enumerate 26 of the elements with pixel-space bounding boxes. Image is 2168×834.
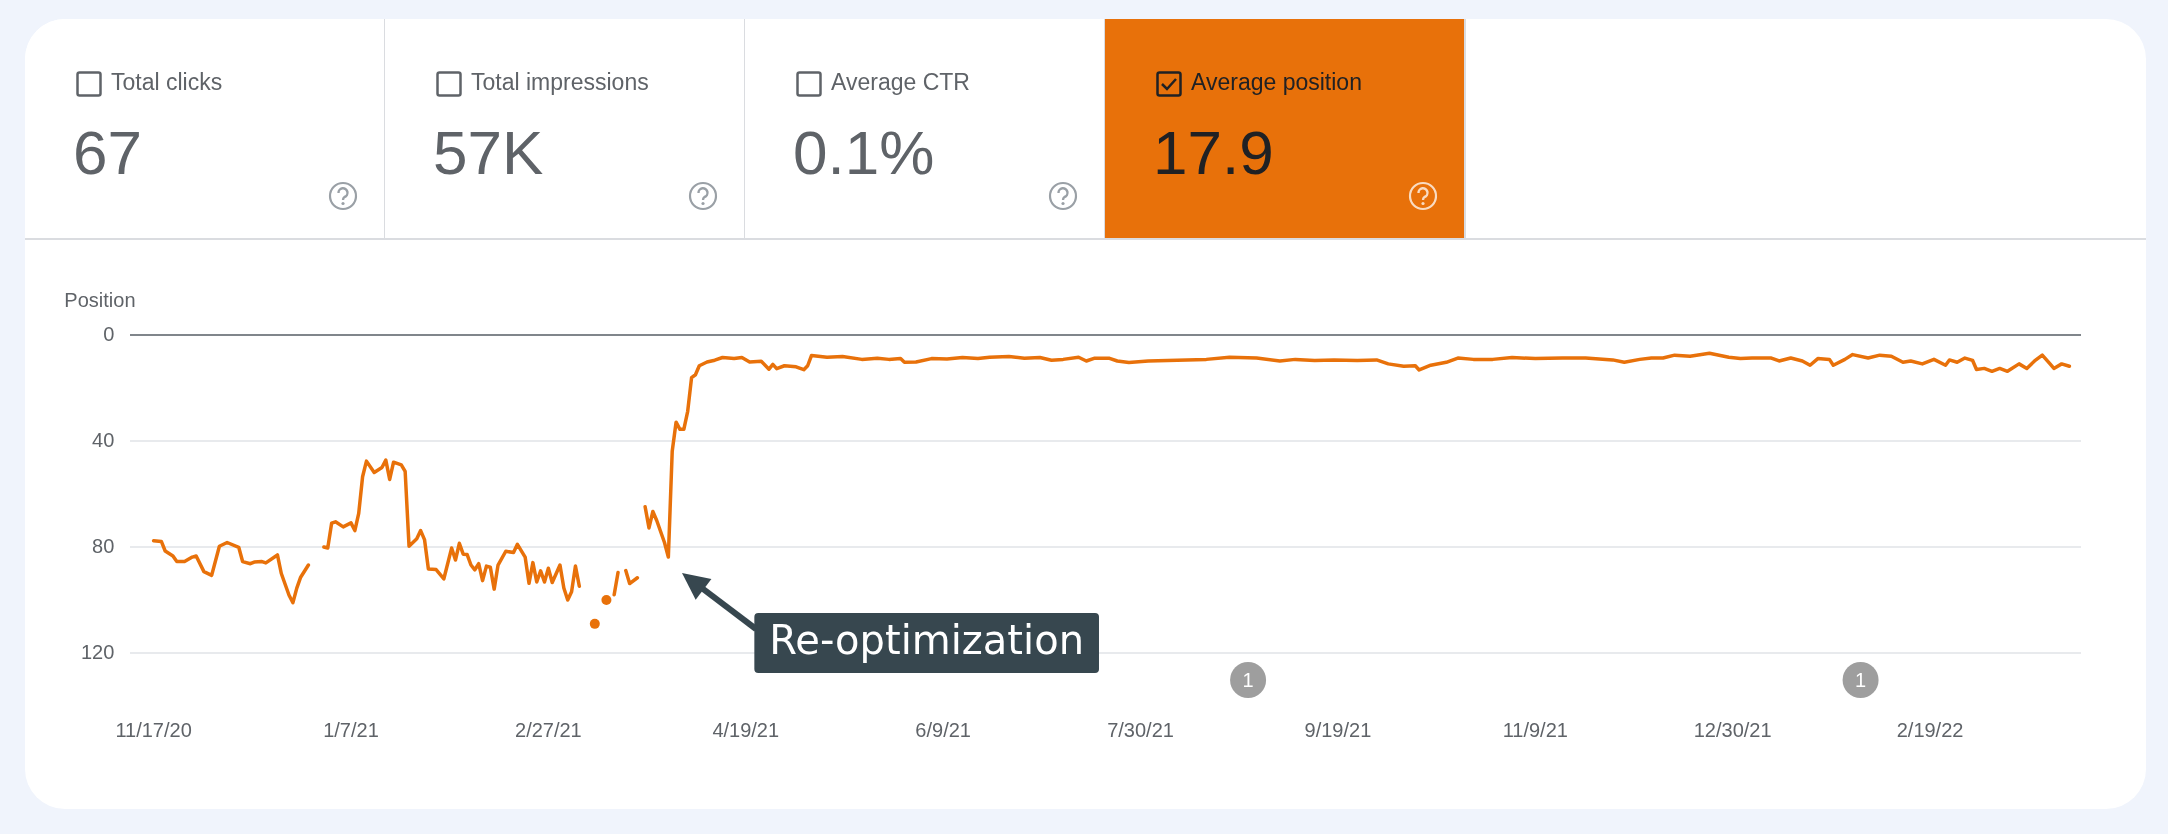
text: 1 [1855, 668, 1867, 691]
x-tick-label: 12/30/21 [1693, 718, 1772, 741]
x-tick-label: 2/19/22 [1896, 718, 1964, 741]
y-tick-label: 120 [80, 640, 115, 663]
y-tick-label: 40 [92, 428, 115, 451]
text: Average CTR [831, 69, 970, 96]
y-axis-title: Position [64, 288, 136, 311]
text: 17.9 [1153, 117, 1274, 188]
x-tick-label: 2/27/21 [514, 718, 582, 741]
x-tick-label: 1/7/21 [323, 718, 379, 741]
text: 57K [433, 117, 544, 188]
x-tick-label: 9/19/21 [1304, 718, 1372, 741]
text: 0.1% [793, 117, 935, 188]
text: 67 [73, 117, 142, 188]
annotation: Re-optimization [769, 617, 1084, 664]
x-tick-label: 7/30/21 [1107, 718, 1174, 741]
x-tick-label: 11/17/20 [115, 718, 192, 741]
text: Total clicks [111, 69, 223, 96]
x-tick-label: 6/9/21 [915, 718, 971, 741]
y-tick-label: 0 [103, 322, 115, 345]
y-tick-label: 80 [92, 534, 115, 557]
x-tick-label: 4/19/21 [712, 718, 780, 741]
x-tick-label: 11/9/21 [1502, 718, 1568, 741]
text: Average position [1191, 69, 1362, 96]
text: 1 [1242, 668, 1254, 691]
text: Total impressions [471, 69, 649, 96]
